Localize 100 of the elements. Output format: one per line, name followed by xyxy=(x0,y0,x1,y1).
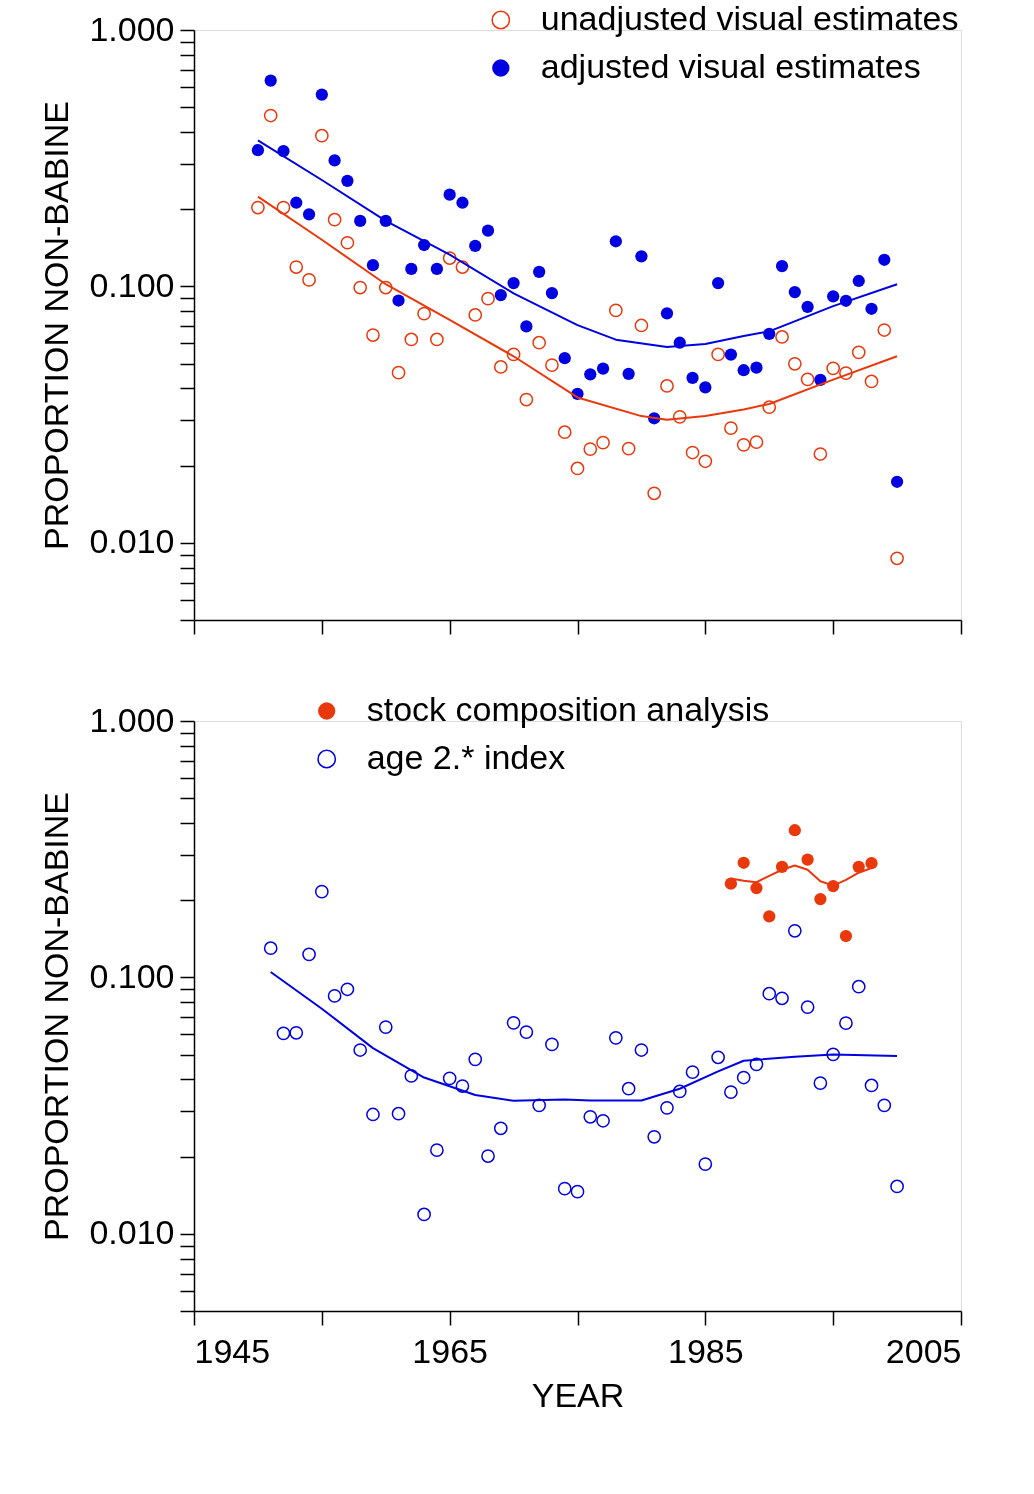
point xyxy=(430,262,444,276)
point xyxy=(608,303,623,318)
point xyxy=(877,323,892,337)
point xyxy=(890,475,904,488)
point xyxy=(314,128,329,143)
x-tick-label: 1945 xyxy=(194,1331,271,1370)
point xyxy=(405,262,418,276)
point xyxy=(813,447,828,461)
point xyxy=(481,291,495,306)
point xyxy=(442,251,457,265)
line-series xyxy=(256,139,899,349)
point xyxy=(788,286,801,299)
point xyxy=(570,461,585,476)
point xyxy=(341,174,354,187)
point xyxy=(545,358,559,373)
point xyxy=(456,196,469,209)
point xyxy=(800,372,815,387)
point xyxy=(455,260,470,274)
point xyxy=(890,551,904,566)
point xyxy=(354,214,367,228)
point xyxy=(685,445,700,460)
point xyxy=(698,454,713,469)
point xyxy=(775,259,789,273)
y-tick-label: 1.000 xyxy=(89,9,175,48)
point xyxy=(545,286,559,300)
point xyxy=(724,348,738,361)
point xyxy=(506,347,521,362)
point xyxy=(493,360,508,374)
point xyxy=(276,200,291,215)
point xyxy=(736,438,751,452)
point xyxy=(366,259,380,272)
point xyxy=(699,381,712,394)
point xyxy=(520,320,533,333)
point xyxy=(392,294,405,307)
point xyxy=(366,328,380,342)
point xyxy=(251,200,265,215)
point xyxy=(430,332,444,347)
point xyxy=(468,308,483,322)
point xyxy=(391,365,406,380)
point xyxy=(851,345,866,360)
point xyxy=(263,108,278,123)
point xyxy=(558,352,571,365)
point xyxy=(621,441,636,456)
y-tick-label: 0.100 xyxy=(89,265,175,304)
x-axis-title: YEAR xyxy=(531,1375,625,1414)
point xyxy=(302,273,316,287)
point xyxy=(378,280,393,295)
legend-label: unadjusted visual estimates xyxy=(540,0,959,37)
point xyxy=(852,274,865,288)
point xyxy=(826,361,841,376)
point xyxy=(609,235,622,248)
point xyxy=(290,196,303,209)
y-axis-title: PROPORTION NON-BABINE xyxy=(37,101,76,550)
point xyxy=(469,239,482,252)
x-tick-label: 2005 xyxy=(885,1331,962,1370)
y-tick-label: 0.010 xyxy=(89,1213,175,1252)
point xyxy=(584,368,597,381)
point xyxy=(264,74,277,87)
point xyxy=(750,361,763,374)
point xyxy=(724,421,738,436)
x-tick-label: 1985 xyxy=(668,1331,744,1370)
point xyxy=(596,435,610,450)
point xyxy=(634,318,649,333)
point xyxy=(519,392,534,407)
point xyxy=(839,366,853,380)
x-tick-label: 1965 xyxy=(412,1331,488,1370)
point xyxy=(481,224,495,237)
point xyxy=(787,356,802,371)
point xyxy=(583,442,598,456)
point xyxy=(494,288,507,302)
point xyxy=(417,306,431,321)
point xyxy=(749,435,764,449)
legend-label: adjusted visual estimates xyxy=(540,47,921,85)
point xyxy=(289,260,304,274)
point xyxy=(660,379,674,393)
point xyxy=(327,212,342,227)
y-axis-title: PROPORTION NON-BABINE xyxy=(37,792,76,1241)
point xyxy=(737,364,750,377)
y-tick-label: 1.000 xyxy=(89,700,175,739)
point xyxy=(443,188,456,201)
point xyxy=(827,290,840,303)
legend-label: stock composition analysis xyxy=(366,690,770,728)
point xyxy=(660,307,674,320)
point xyxy=(557,425,572,440)
point xyxy=(533,265,546,278)
point xyxy=(864,374,879,389)
point xyxy=(647,486,662,501)
point xyxy=(801,300,814,313)
point xyxy=(507,277,520,290)
point xyxy=(635,250,648,263)
point xyxy=(622,367,635,380)
point xyxy=(711,347,725,362)
point xyxy=(762,400,777,415)
point xyxy=(532,335,547,350)
point xyxy=(251,144,265,157)
point xyxy=(328,154,341,167)
y-tick-label: 0.100 xyxy=(89,956,175,995)
point xyxy=(775,330,789,344)
point xyxy=(672,409,687,424)
legend-label: age 2.* index xyxy=(366,738,566,776)
